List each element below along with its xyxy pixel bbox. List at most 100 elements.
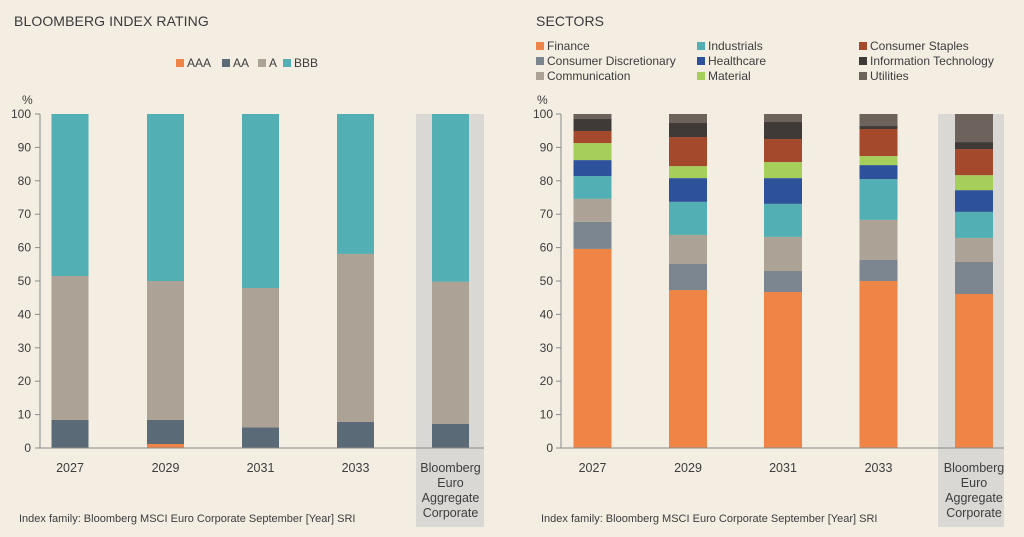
- sector-y-tick-label-0: 0: [546, 441, 553, 455]
- sector-bar-2033-material: [859, 156, 898, 166]
- sector-bar-2027-industrials: [573, 176, 612, 199]
- sector-legend-item-material: Material: [697, 68, 751, 84]
- sector-legend-item-consumer-staples: Consumer Staples: [859, 38, 969, 54]
- rating-bar-2033-aa: [337, 421, 374, 448]
- sector-legend-label-communication: Communication: [547, 68, 631, 83]
- rating-y-axis-unit-label: %: [22, 93, 33, 107]
- sector-y-axis-unit-label: %: [537, 93, 548, 107]
- rating-y-tick-label-90: 90: [18, 140, 32, 154]
- rating-bar-2027-a: [51, 275, 89, 420]
- sector-bar-2031-communication: [764, 236, 802, 271]
- rating-y-tick-label-80: 80: [18, 174, 32, 188]
- rating-bar-2027-bbb: [51, 114, 89, 276]
- rating-bar-2031-bbb: [242, 114, 279, 289]
- sector-y-tick-label-40: 40: [540, 307, 554, 321]
- rating-legend-item-bbb: BBB: [283, 55, 318, 71]
- sector-legend-item-healthcare: Healthcare: [697, 53, 766, 69]
- sector-bar-bloomberg-euro-aggregate-corporate-industrials: [955, 211, 993, 238]
- sector-bar-2033-consumer-staples: [859, 129, 898, 157]
- sector-legend-item-communication: Communication: [536, 68, 630, 84]
- sector-bar-2029-utilities: [669, 114, 707, 124]
- rating-x-label-2031: 2031: [246, 461, 275, 475]
- sectors-chart: 0 10 20 30 40 50 60 70 80 90 100% SECTORS Finance C…: [512, 0, 1024, 537]
- rating-legend-label-a: A: [269, 56, 278, 70]
- sector-legend-item-industrials: Industrials: [697, 38, 763, 54]
- sectors-index-family-note: Index family: Bloomberg MSCI Euro Corpor…: [541, 513, 878, 525]
- sector-legend-label-consumer-discretionary: Consumer Discretionary: [547, 53, 676, 68]
- rating-x-label-2029: 2029: [151, 461, 180, 475]
- sector-bar-2031-material: [764, 162, 802, 179]
- sector-legend-label-healthcare: Healthcare: [708, 53, 767, 68]
- rating-bar-2029-aa: [147, 419, 184, 444]
- rating-y-tick-label-20: 20: [18, 374, 32, 388]
- rating-x-label-bloomberg-euro-aggregate-corporate: Bloomberg Euro Aggregate Corporate: [420, 461, 481, 520]
- sector-y-tick-label-50: 50: [540, 274, 554, 288]
- rating-legend-label-aa: AA: [233, 56, 250, 70]
- sector-y-tick-label-90: 90: [540, 140, 554, 154]
- rating-legend-label-aaa: AAA: [187, 56, 212, 70]
- sector-legend-label-utilities: Utilities: [870, 68, 909, 83]
- sector-legend-swatch-healthcare: [697, 56, 705, 65]
- sector-bar-2033-healthcare: [859, 165, 898, 180]
- sector-bar-2033-communication: [859, 219, 898, 260]
- rating-y-tick-label-0: 0: [24, 441, 31, 455]
- sector-legend-item-information-technology: Information Technology: [859, 53, 994, 69]
- sector-bar-2031-consumer-discretionary: [764, 270, 802, 293]
- sector-y-tick-label-80: 80: [540, 174, 554, 188]
- rating-x-label-2027: 2027: [56, 461, 84, 475]
- sector-legend-swatch-industrials: [697, 41, 705, 50]
- sector-legend-item-finance: Finance: [536, 38, 590, 54]
- sector-bar-2033-industrials: [859, 179, 898, 220]
- sector-bar-2029-healthcare: [669, 178, 707, 202]
- rating-legend-item-aaa: AAA: [176, 55, 211, 71]
- rating-bar-2033-a: [337, 253, 374, 422]
- sector-bar-2027-material: [573, 143, 612, 161]
- sector-bar-2027-finance: [573, 248, 612, 448]
- sector-legend-label-consumer-staples: Consumer Staples: [870, 38, 969, 53]
- sector-y-tick-label-60: 60: [540, 241, 554, 255]
- sector-bar-2027-information-technology: [573, 119, 612, 132]
- rating-bar-2029-a: [147, 281, 184, 420]
- sector-x-label-2031: 2031: [769, 461, 797, 475]
- sector-bar-2031-finance: [764, 292, 802, 448]
- rating-bar-2031-a: [242, 288, 279, 428]
- rating-plot: 0 10 20 30 40 50 60 70 80 90 100%: [11, 93, 484, 527]
- sector-legend-label-industrials: Industrials: [708, 38, 763, 53]
- sector-bar-bloomberg-euro-aggregate-corporate-consumer-discretionary: [955, 261, 993, 295]
- sector-bar-bloomberg-euro-aggregate-corporate-information-technology: [955, 142, 993, 150]
- sector-y-tick-label-30: 30: [540, 341, 554, 355]
- sector-bar-2029-finance: [669, 290, 707, 448]
- rating-legend-label-bbb: BBB: [294, 56, 319, 70]
- sector-bar-2029-consumer-staples: [669, 137, 707, 167]
- rating-bar-2029-aaa: [147, 443, 184, 448]
- sector-bar-bloomberg-euro-aggregate-corporate-material: [955, 175, 993, 191]
- rating-chart-title: BLOOMBERG INDEX RATING: [14, 13, 209, 29]
- sector-bar-2031-healthcare: [764, 178, 802, 204]
- sector-legend-swatch-utilities: [859, 71, 867, 80]
- rating-legend-item-aa: AA: [222, 55, 249, 71]
- sectors-plot: 0 10 20 30 40 50 60 70 80 90 100%: [533, 93, 1004, 527]
- sector-x-label-bloomberg-euro-aggregate-corporate: Bloomberg Euro Aggregate Corporate: [943, 461, 1005, 520]
- rating-bar-2031-aa: [242, 427, 279, 448]
- sector-bar-2029-consumer-discretionary: [669, 263, 707, 291]
- rating-y-tick-label-50: 50: [18, 274, 32, 288]
- sector-x-label-2033: 2033: [864, 461, 893, 475]
- sector-bar-2029-material: [669, 166, 707, 179]
- sector-legend-item-consumer-discretionary: Consumer Discretionary: [536, 53, 676, 69]
- rating-bar-2029-bbb: [147, 114, 184, 281]
- sector-bar-bloomberg-euro-aggregate-corporate-utilities: [955, 114, 993, 143]
- rating-legend-swatch-aa: [222, 59, 230, 67]
- sector-x-label-2027: 2027: [578, 461, 607, 475]
- sector-legend-swatch-finance: [536, 41, 544, 50]
- sector-bar-2031-industrials: [764, 203, 802, 237]
- sector-y-tick-label-70: 70: [540, 207, 554, 221]
- sector-bar-2029-information-technology: [669, 123, 707, 138]
- rating-y-tick-label-30: 30: [18, 341, 32, 355]
- sector-bar-2027-consumer-staples: [573, 131, 612, 144]
- sector-y-tick-label-100: 100: [533, 107, 553, 121]
- sector-bar-2031-consumer-staples: [764, 139, 802, 163]
- sector-bar-2027-consumer-discretionary: [573, 221, 612, 249]
- sector-legend-swatch-consumer-discretionary: [536, 56, 544, 65]
- sector-legend-swatch-material: [697, 71, 705, 80]
- rating-bar-2027-aa: [51, 419, 89, 448]
